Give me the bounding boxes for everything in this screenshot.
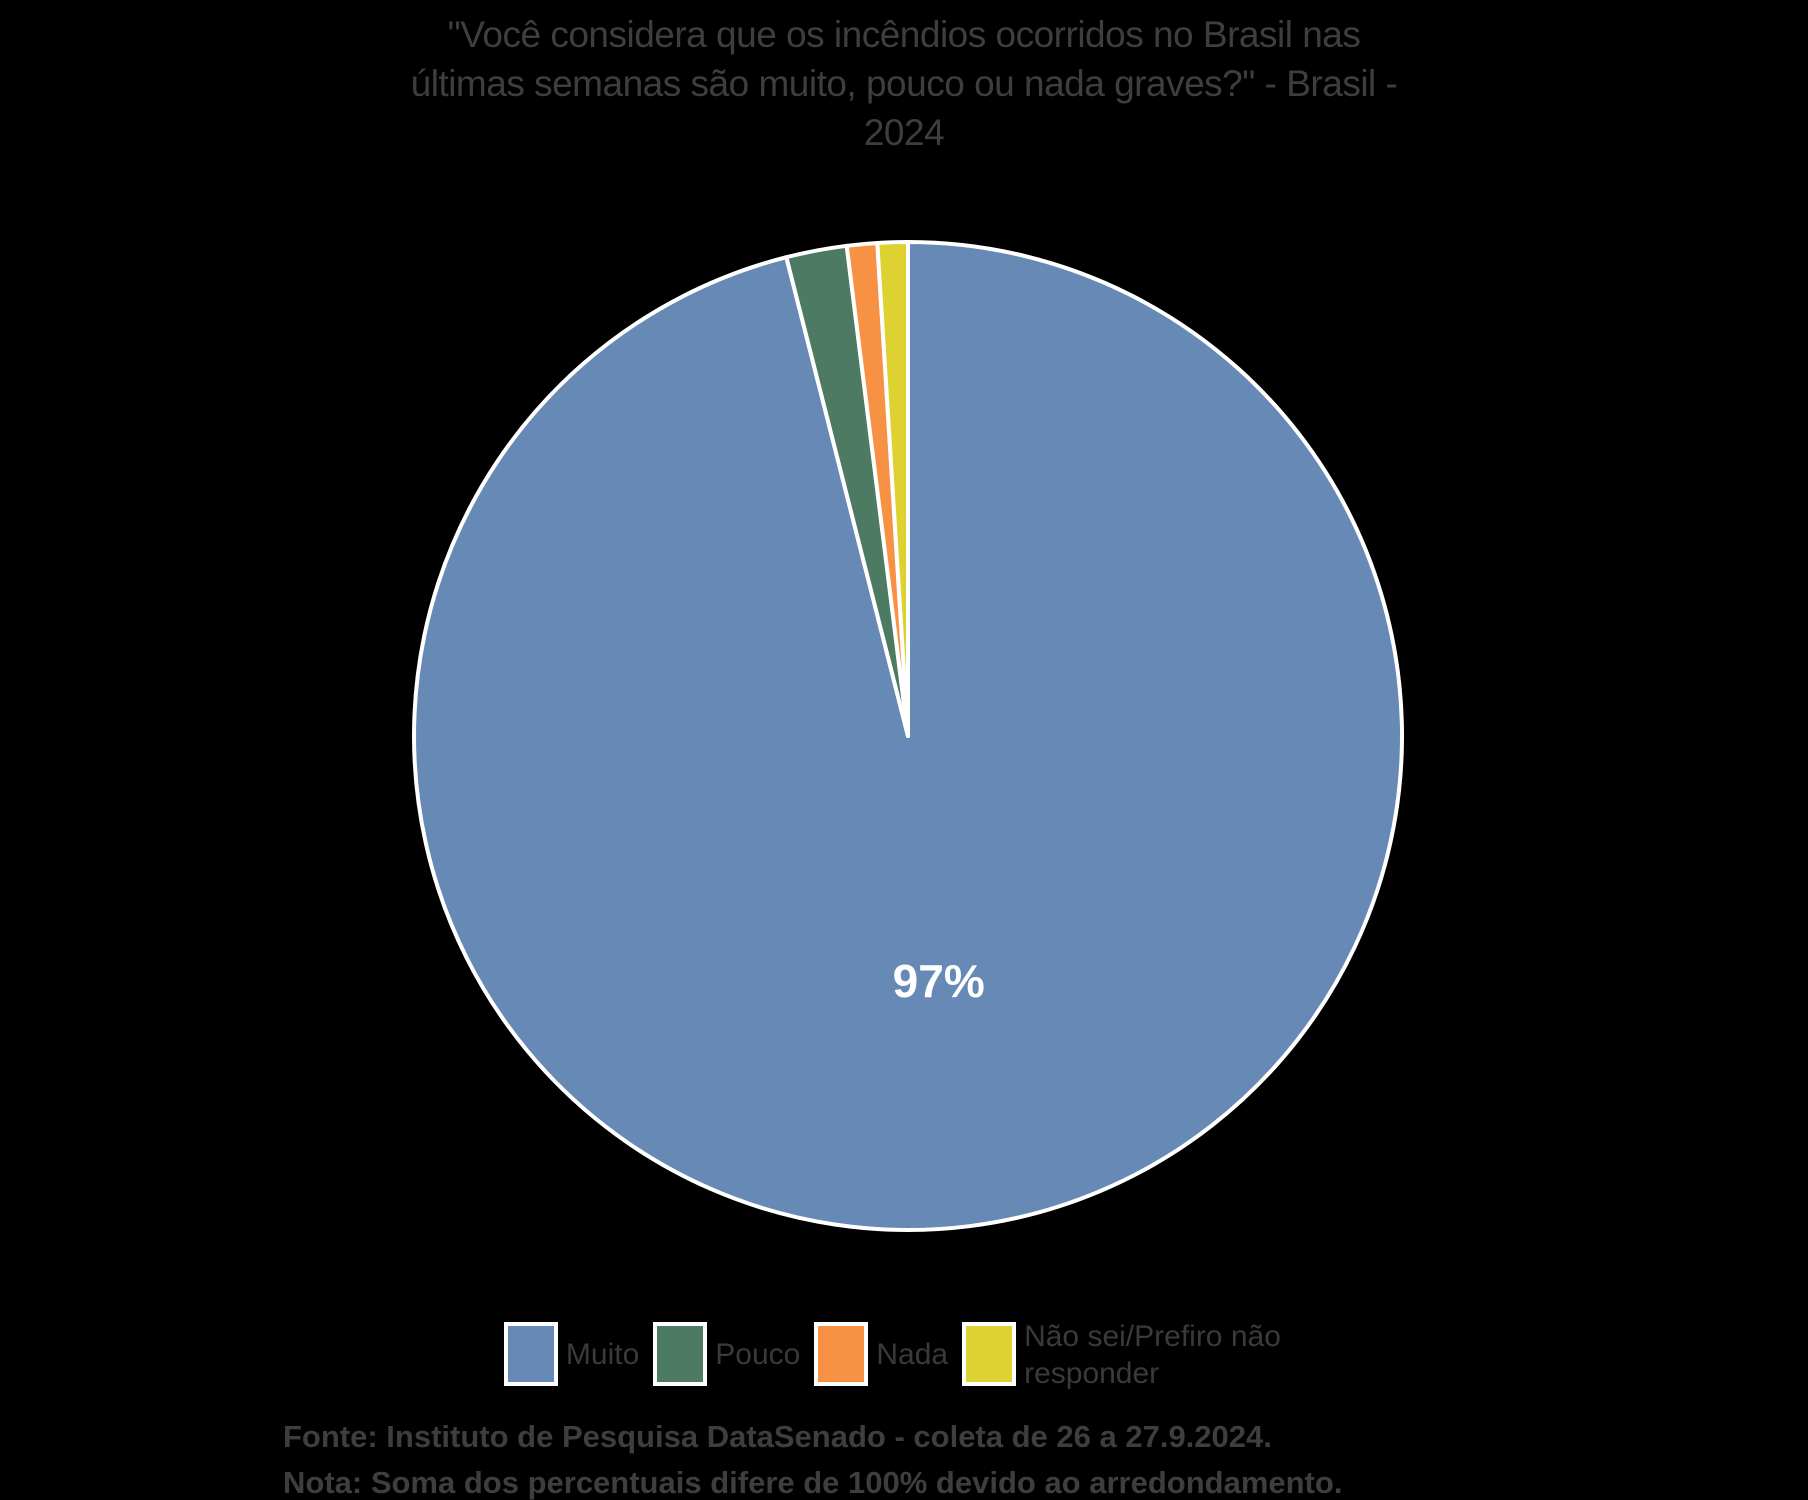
legend-item-muito: Muito xyxy=(503,1322,640,1386)
chart-title-line-3: 2024 xyxy=(863,112,945,153)
pie-slice-3 xyxy=(875,240,910,738)
pie-chart: 97% xyxy=(412,240,1405,1232)
legend-swatch-muito xyxy=(503,1322,558,1386)
legend-label-muito: Muito xyxy=(565,1337,640,1371)
rounding-note: Nota: Soma dos percentuais difere de 100… xyxy=(283,1465,1343,1500)
legend-label-nao-sei: Não sei/Prefiro não responder xyxy=(1024,1320,1281,1390)
legend-swatch-nao-sei xyxy=(962,1322,1017,1386)
pie-slice-value-label: 97% xyxy=(893,955,985,1007)
chart-title-line-2: últimas semanas são muito, pouco ou nada… xyxy=(410,63,1398,104)
chart-title-line-1: "Você considera que os incêndios ocorrid… xyxy=(447,14,1361,55)
chart-footer: Fonte: Instituto de Pesquisa DataSenado … xyxy=(283,1414,1342,1500)
legend-label-pouco: Pouco xyxy=(715,1337,801,1371)
source-note: Fonte: Instituto de Pesquisa DataSenado … xyxy=(283,1419,1272,1454)
legend-item-pouco: Pouco xyxy=(653,1322,800,1386)
legend-swatch-nada xyxy=(814,1322,869,1386)
legend-item-nada: Nada xyxy=(814,1322,948,1386)
legend-label-nada: Nada xyxy=(876,1337,949,1371)
chart-title: "Você considera que os incêndios ocorrid… xyxy=(0,10,1808,157)
legend: Muito Pouco Nada Não sei/Prefiro não res… xyxy=(0,1320,1808,1392)
legend-swatch-pouco xyxy=(653,1322,708,1386)
legend-item-nao-sei: Não sei/Prefiro não responder xyxy=(962,1320,1304,1392)
